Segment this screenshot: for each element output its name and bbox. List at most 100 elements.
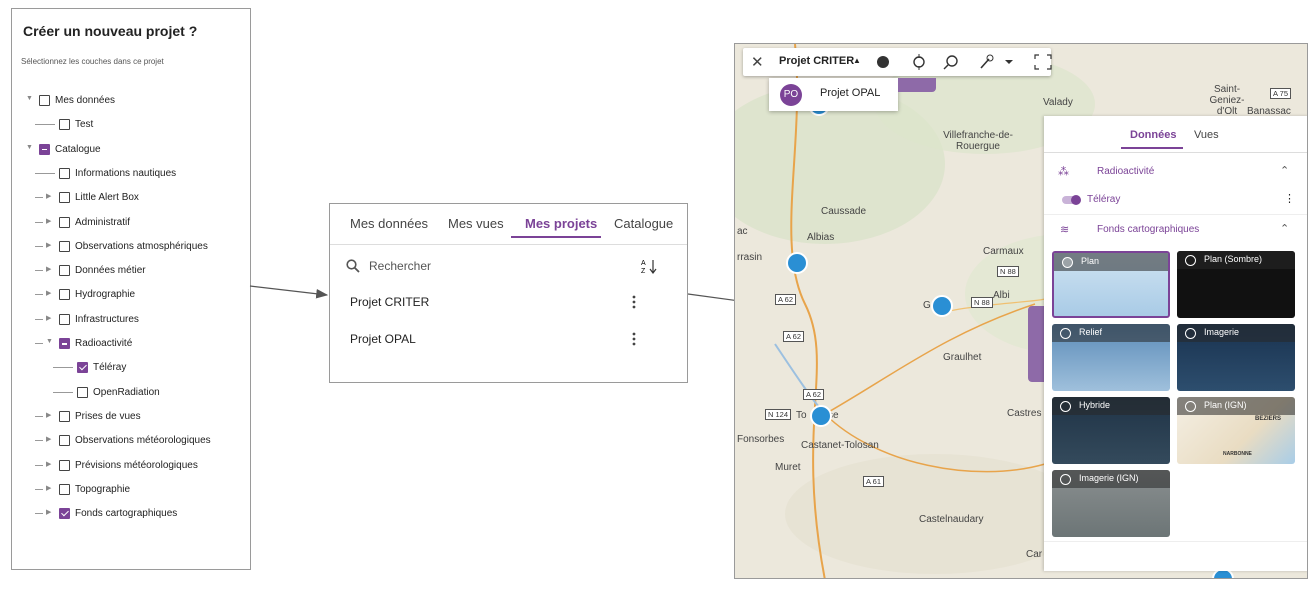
expander[interactable]: ▶ [46, 411, 52, 419]
tree-label[interactable]: Test [75, 119, 94, 131]
expander[interactable]: ▶ [46, 509, 52, 517]
expander[interactable]: ▶ [46, 436, 52, 444]
checkbox[interactable] [77, 362, 88, 374]
tree-label[interactable]: Hydrographie [75, 289, 136, 301]
tree-label[interactable]: Radioactivité [75, 338, 133, 349]
checkbox[interactable] [59, 216, 70, 228]
map-marker[interactable] [931, 295, 953, 317]
radio[interactable] [1062, 257, 1073, 268]
checkbox[interactable] [59, 119, 70, 131]
checkbox[interactable] [59, 459, 70, 471]
expander[interactable]: ▶ [46, 241, 52, 249]
radio[interactable] [1185, 255, 1196, 266]
toggle[interactable] [1062, 195, 1081, 205]
basemap-card[interactable]: Relief [1052, 324, 1170, 391]
expander[interactable]: ▶ [46, 217, 52, 225]
layer-menu[interactable]: ⋮ [1284, 193, 1295, 205]
tree-label[interactable]: Données métier [75, 265, 146, 277]
drawer-handle[interactable] [1028, 306, 1044, 382]
close-button[interactable]: ✕ [751, 54, 764, 71]
tree-label[interactable]: Mes données [55, 95, 116, 106]
project-item[interactable]: Projet CRITER [350, 295, 430, 309]
tab-active[interactable]: Données [1130, 129, 1177, 141]
tree-label[interactable]: OpenRadiation [93, 386, 160, 398]
checkbox[interactable] [39, 95, 50, 106]
tree-label[interactable]: Administratif [75, 216, 131, 228]
basemap-card[interactable]: Plan (Sombre) [1177, 251, 1295, 318]
tab-strip [898, 78, 936, 92]
map-marker[interactable] [786, 252, 808, 274]
divider [1044, 152, 1307, 153]
radio[interactable] [1060, 401, 1071, 412]
basemap-card[interactable]: Imagerie (IGN) [1052, 470, 1170, 537]
tree-label[interactable]: Little Alert Box [75, 192, 139, 204]
tab[interactable]: Catalogue [614, 216, 674, 231]
card-label: Plan (Sombre) [1204, 254, 1263, 264]
checkbox[interactable] [77, 386, 88, 398]
checkbox[interactable] [59, 410, 70, 422]
project-dropdown[interactable]: PO Projet OPAL [769, 78, 898, 111]
divider [330, 244, 687, 245]
menu-icons[interactable] [632, 295, 636, 347]
toolbar-icons[interactable] [875, 54, 1055, 70]
search-input[interactable]: Rechercher [369, 259, 432, 273]
tree-label[interactable]: Fonds cartographiques [75, 508, 178, 520]
checkbox[interactable] [59, 338, 70, 349]
expander[interactable]: ▶ [46, 484, 52, 492]
checkbox[interactable] [59, 508, 70, 520]
section-title[interactable]: Radioactivité [1097, 166, 1155, 177]
tab[interactable]: Vues [1194, 129, 1219, 141]
expander[interactable]: ▶ [46, 314, 52, 322]
sort-icon[interactable]: AZ [641, 258, 659, 274]
checkbox[interactable] [59, 192, 70, 204]
expander[interactable]: ▼ [26, 95, 33, 102]
panel-subtitle: Sélectionnez les couches dans ce projet [21, 57, 164, 66]
checkbox[interactable] [59, 435, 70, 447]
tree-label[interactable]: Prises de vues [75, 410, 141, 422]
tab[interactable]: Mes vues [448, 216, 504, 231]
toolbar-caret[interactable]: ▲ [853, 56, 861, 65]
checkbox[interactable] [59, 313, 70, 325]
tree-label[interactable]: Téléray [93, 362, 127, 374]
section-title[interactable]: Fonds cartographiques [1097, 224, 1200, 235]
tab[interactable]: Mes données [350, 216, 429, 231]
tree-label[interactable]: Infrastructures [75, 313, 139, 325]
basemap-card[interactable]: Imagerie [1177, 324, 1295, 391]
checkbox[interactable] [59, 265, 70, 277]
checkbox[interactable] [59, 483, 70, 495]
layer-name[interactable]: Téléray [1087, 194, 1121, 205]
tree-connector [53, 391, 73, 393]
radio[interactable] [1185, 328, 1196, 339]
toolbar-title[interactable]: Projet CRITER [779, 55, 855, 67]
checkbox[interactable] [59, 167, 70, 179]
tree-label[interactable]: Observations météorologiques [75, 435, 211, 447]
basemap-card[interactable]: Plan [1052, 251, 1170, 318]
tree-label[interactable]: Prévisions météorologiques [75, 459, 198, 471]
dropdown-item[interactable]: Projet OPAL [820, 87, 881, 99]
tree-label[interactable]: Observations atmosphériques [75, 240, 208, 252]
card-label: Imagerie [1204, 327, 1240, 337]
basemap-card[interactable]: Hybride [1052, 397, 1170, 464]
radio[interactable] [1060, 328, 1071, 339]
expander[interactable]: ▶ [46, 460, 52, 468]
expander[interactable]: ▶ [46, 193, 52, 201]
project-item[interactable]: Projet OPAL [350, 332, 416, 346]
tree-connector [35, 294, 43, 296]
tree-label[interactable]: Topographie [75, 483, 131, 495]
expander[interactable]: ▼ [46, 338, 53, 345]
tree-label[interactable]: Informations nautiques [75, 167, 177, 179]
radio[interactable] [1060, 474, 1071, 485]
collapse-icon[interactable]: ⌃ [1280, 223, 1290, 235]
expander[interactable]: ▶ [46, 290, 52, 298]
map-marker[interactable] [810, 405, 832, 427]
radio[interactable] [1185, 401, 1196, 412]
checkbox[interactable] [39, 143, 50, 155]
collapse-icon[interactable]: ⌃ [1280, 165, 1290, 177]
basemap-card[interactable]: Plan (IGN) BEZIERS NARBONNE [1177, 397, 1295, 464]
checkbox[interactable] [59, 240, 70, 252]
tab-active[interactable]: Mes projets [525, 216, 598, 231]
checkbox[interactable] [59, 289, 70, 301]
tree-label[interactable]: Catalogue [55, 143, 101, 155]
expander[interactable]: ▼ [26, 143, 33, 151]
expander[interactable]: ▶ [46, 266, 52, 274]
